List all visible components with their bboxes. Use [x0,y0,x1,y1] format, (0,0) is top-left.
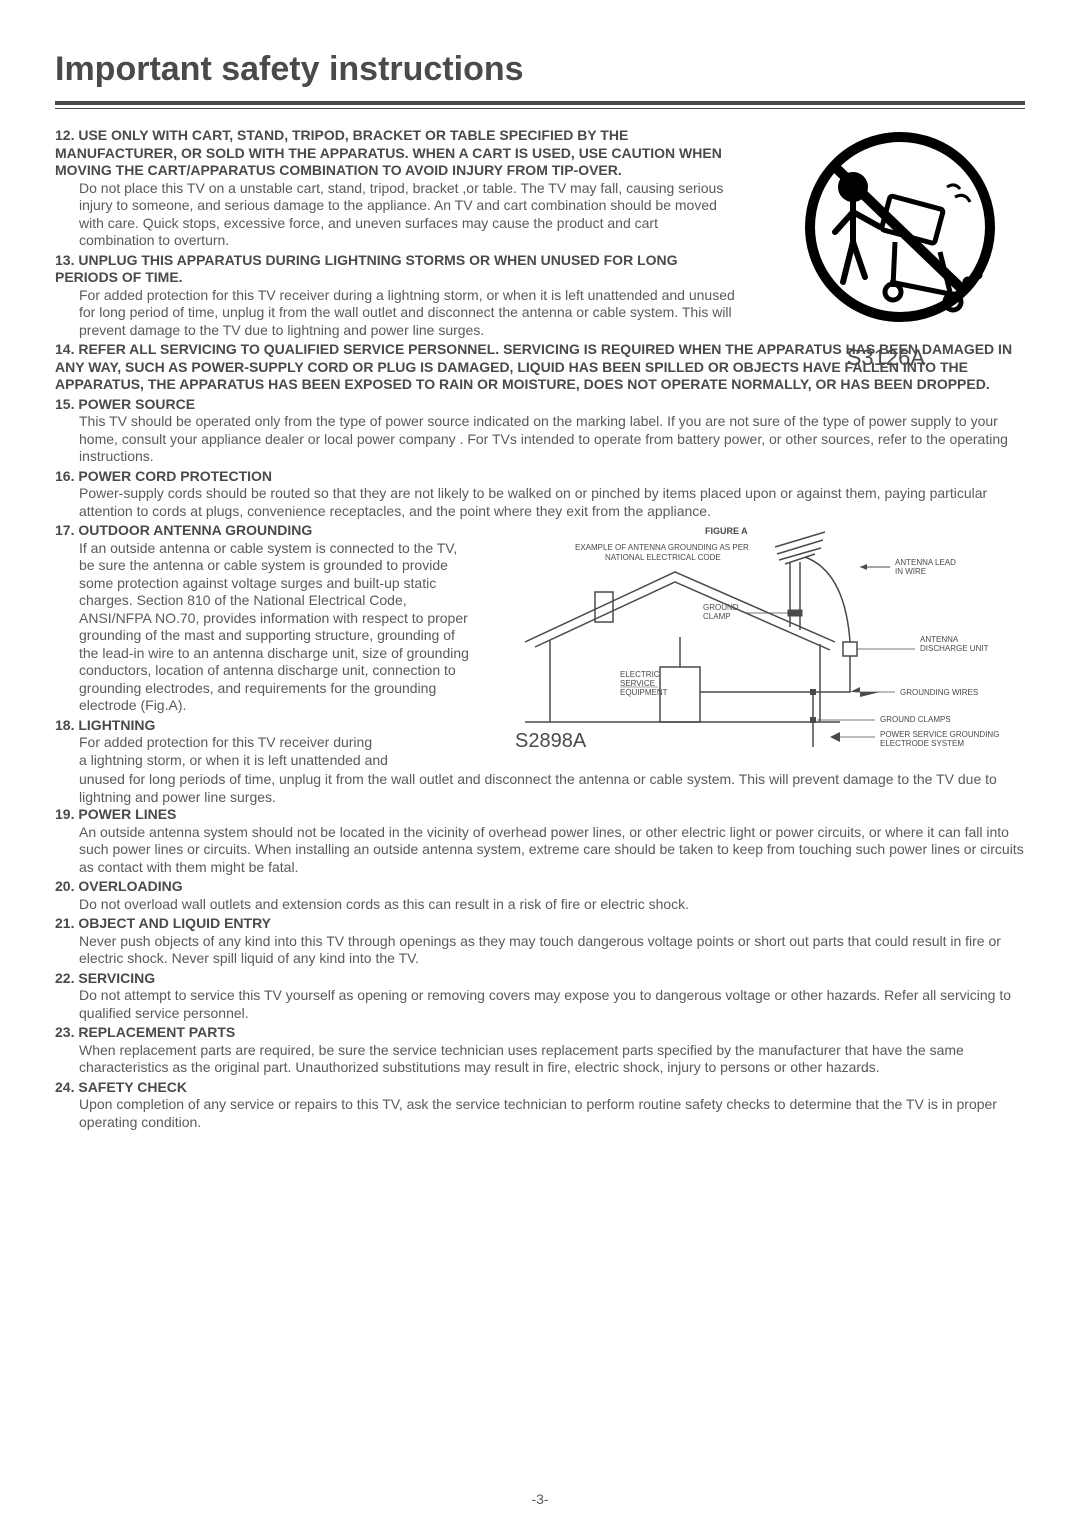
item-16: 16. POWER CORD PROTECTION Power-supply c… [55,468,1025,521]
item-num: 22. [55,970,74,986]
item-24: 24. SAFETY CHECK Upon completion of any … [55,1079,1025,1132]
item-num: 12. [55,127,74,143]
item-head-text: SERVICING [78,970,155,986]
item-head-text: UNPLUG THIS APPARATUS DURING LIGHTNING S… [55,252,678,286]
item-num: 19. [55,806,74,822]
antenna-grounding-diagram: FIGURE A EXAMPLE OF ANTENNA GROUNDING AS… [495,522,1025,762]
item-19: 19. POWER LINES An outside antenna syste… [55,806,1025,876]
item-23: 23. REPLACEMENT PARTS When replacement p… [55,1024,1025,1077]
top-section: 12. USE ONLY WITH CART, STAND, TRIPOD, B… [55,127,1025,339]
fig-power-service: POWER SERVICE GROUNDING [880,730,999,739]
item-num: 18. [55,717,74,733]
page-number: -3- [531,1491,548,1507]
item-num: 17. [55,522,74,538]
fig-code: NATIONAL ELECTRICAL CODE [605,553,721,562]
item-num: 21. [55,915,74,931]
fig-electrode: ELECTRODE SYSTEM [880,739,964,748]
fig-disc-unit: DISCHARGE UNIT [920,644,989,653]
item-body: For added protection for this TV receive… [55,287,735,340]
item-body: Do not attempt to service this TV yourse… [55,987,1025,1022]
item-num: 13. [55,252,74,268]
fig-equipment: EQUIPMENT [620,688,668,697]
divider [55,101,1025,109]
fig-grounding-wires: GROUNDING WIRES [900,688,978,697]
item-num: 15. [55,396,74,412]
item-num: 20. [55,878,74,894]
fig-antenna-disc: ANTENNA [920,635,959,644]
item-head-text: SAFETY CHECK [78,1079,187,1095]
fig-title: FIGURE A [705,526,748,536]
item-15: 15. POWER SOURCE This TV should be opera… [55,396,1025,466]
item-head-text: POWER CORD PROTECTION [78,468,272,484]
item-body: Never push objects of any kind into this… [55,933,1025,968]
cart-tipover-icon [785,127,1015,357]
item-21: 21. OBJECT AND LIQUID ENTRY Never push o… [55,915,1025,968]
item-body: An outside antenna system should not be … [55,824,1025,877]
fig-service: SERVICE [620,679,655,688]
fig-electric: ELECTRIC [620,670,660,679]
fig-clamp: CLAMP [703,612,731,621]
item-head-text: REPLACEMENT PARTS [78,1024,235,1040]
item-head-text: USE ONLY WITH CART, STAND, TRIPOD, BRACK… [55,127,722,178]
item-body: This TV should be operated only from the… [55,413,1025,466]
item-body-partial: For added protection for this TV receive… [55,734,475,769]
item-head-text: OVERLOADING [78,878,182,894]
item-num: 23. [55,1024,74,1040]
figure-section: 17. OUTDOOR ANTENNA GROUNDING If an outs… [55,522,1025,769]
item-body: Do not place this TV on a unstable cart,… [55,180,735,250]
item-22: 22. SERVICING Do not attempt to service … [55,970,1025,1023]
item-body: Power-supply cords should be routed so t… [55,485,1025,520]
item-20: 20. OVERLOADING Do not overload wall out… [55,878,1025,913]
item-num: 16. [55,468,74,484]
item-body: If an outside antenna or cable system is… [55,540,475,715]
item-head-text: POWER LINES [78,806,176,822]
item-num: 24. [55,1079,74,1095]
item-head-text: OBJECT AND LIQUID ENTRY [78,915,271,931]
item-head-text: POWER SOURCE [78,396,195,412]
item-body: Do not overload wall outlets and extensi… [55,896,1025,914]
figure-a-label: S2898A [515,730,586,753]
item-13: 13. UNPLUG THIS APPARATUS DURING LIGHTNI… [55,252,735,340]
fig-ground: GROUND [703,603,739,612]
fig-example: EXAMPLE OF ANTENNA GROUNDING AS PER [575,543,749,552]
cart-figure-label: S3126A [847,345,925,371]
fig-in-wire: IN WIRE [895,567,926,576]
item-num: 14. [55,341,74,357]
item-12: 12. USE ONLY WITH CART, STAND, TRIPOD, B… [55,127,735,250]
item-body: Upon completion of any service or repair… [55,1096,1025,1131]
item-body: When replacement parts are required, be … [55,1042,1025,1077]
fig-ground-clamps: GROUND CLAMPS [880,715,951,724]
page-title: Important safety instructions [55,50,1025,89]
item-head-text: LIGHTNING [78,717,155,733]
item-18-continuation: unused for long periods of time, unplug … [55,771,1025,806]
fig-antenna-lead: ANTENNA LEAD [895,558,956,567]
item-head-text: OUTDOOR ANTENNA GROUNDING [78,522,312,538]
